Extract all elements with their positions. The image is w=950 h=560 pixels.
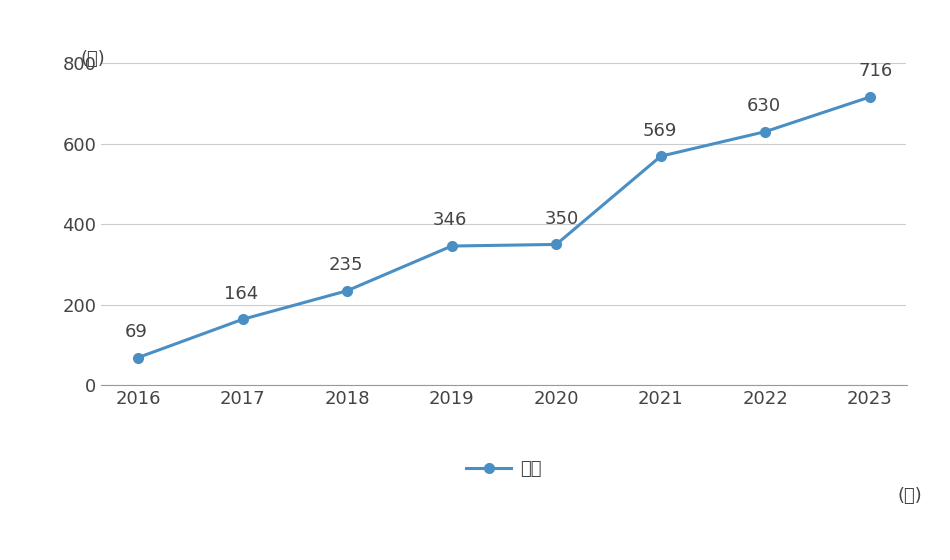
Text: 569: 569: [642, 122, 676, 139]
Text: 630: 630: [747, 97, 781, 115]
Text: 235: 235: [329, 256, 363, 274]
Legend: 件数: 件数: [459, 452, 549, 485]
Text: 164: 164: [224, 284, 258, 303]
Text: 346: 346: [433, 211, 467, 230]
Text: (件): (件): [81, 50, 105, 68]
Text: 69: 69: [125, 323, 148, 341]
Text: 716: 716: [859, 62, 893, 80]
Text: (年): (年): [898, 487, 922, 505]
Text: 350: 350: [544, 210, 579, 228]
